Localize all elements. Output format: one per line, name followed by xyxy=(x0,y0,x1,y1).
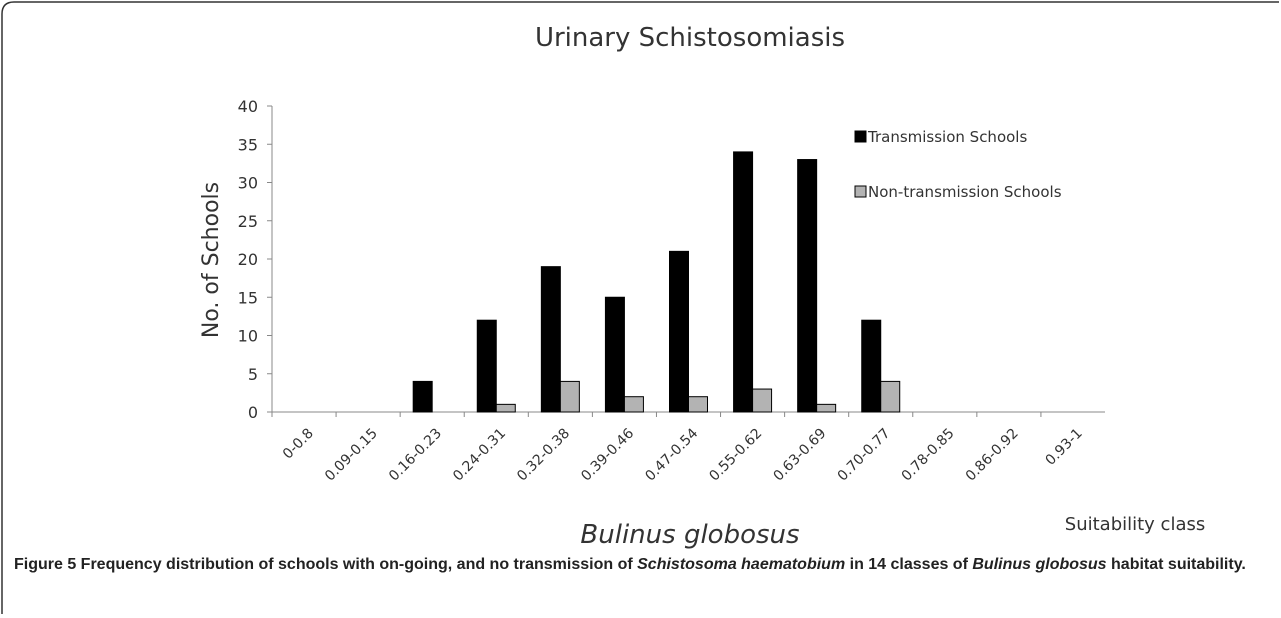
bar xyxy=(495,403,516,413)
caption-text: Schistosoma haematobium xyxy=(637,556,846,573)
legend-swatch xyxy=(854,130,867,143)
bar xyxy=(412,380,433,413)
legend-label: Transmission Schools xyxy=(867,128,1027,146)
x-tick-label: 0.39-0.46 xyxy=(578,425,637,484)
y-tick-label: 40 xyxy=(238,97,258,116)
y-tick-label: 25 xyxy=(238,212,258,231)
caption-label: Figure 5 xyxy=(14,556,77,573)
y-tick-label: 20 xyxy=(238,250,258,269)
y-tick-label: 15 xyxy=(238,288,258,307)
chart-title: Urinary Schistosomiasis xyxy=(535,23,845,53)
x-tick-label: 0.55-0.62 xyxy=(706,426,765,485)
y-tick-label: 35 xyxy=(238,135,258,154)
x-tick-label: 0.24-0.31 xyxy=(450,426,509,485)
x-tick-label: 0.70-0.77 xyxy=(835,426,894,485)
y-axis-label: No. of Schools xyxy=(199,182,224,338)
x-tick-label: 0.47-0.54 xyxy=(642,425,701,484)
bar xyxy=(623,396,644,413)
caption: Figure 5 Frequency distribution of schoo… xyxy=(14,553,1264,577)
x-tick-label: 0.09-0.15 xyxy=(322,426,381,485)
y-tick-label: 0 xyxy=(248,403,258,422)
y-tick-label: 30 xyxy=(238,174,258,193)
x-tick-label: 0.86-0.92 xyxy=(963,426,1022,485)
bar xyxy=(816,403,837,413)
x-tick-label: 0.93-1 xyxy=(1043,426,1086,469)
y-tick-label: 5 xyxy=(248,365,258,384)
legend-label: Non-transmission Schools xyxy=(868,183,1062,201)
caption-text: habitat suitability. xyxy=(1106,556,1246,573)
x-tick-label: 0.32-0.38 xyxy=(514,426,573,485)
y-tick-label: 10 xyxy=(238,327,258,346)
bar xyxy=(733,151,754,413)
bar xyxy=(797,159,818,413)
bar xyxy=(476,319,497,413)
bar xyxy=(880,380,901,413)
bar xyxy=(861,319,882,413)
bar xyxy=(688,396,708,413)
bar xyxy=(559,380,580,413)
caption-text: Bulinus globosus xyxy=(972,556,1107,573)
bar xyxy=(540,266,561,413)
caption-text: Frequency distribution of schools with o… xyxy=(76,556,638,573)
legend-swatch xyxy=(854,185,867,198)
caption-text: in 14 classes of xyxy=(845,556,973,573)
x-tick-label: 0.78-0.85 xyxy=(899,426,958,485)
x-tick-label: 0.63-0.69 xyxy=(771,426,830,485)
x-tick-label: 0-0.8 xyxy=(280,426,317,463)
x-tick-label: 0.16-0.23 xyxy=(386,426,445,485)
bar xyxy=(752,388,773,413)
x-axis-note: Suitability class xyxy=(1065,514,1205,535)
bar xyxy=(604,296,625,413)
x-axis-label: Bulinus globosus xyxy=(580,520,799,550)
bar xyxy=(669,250,689,413)
